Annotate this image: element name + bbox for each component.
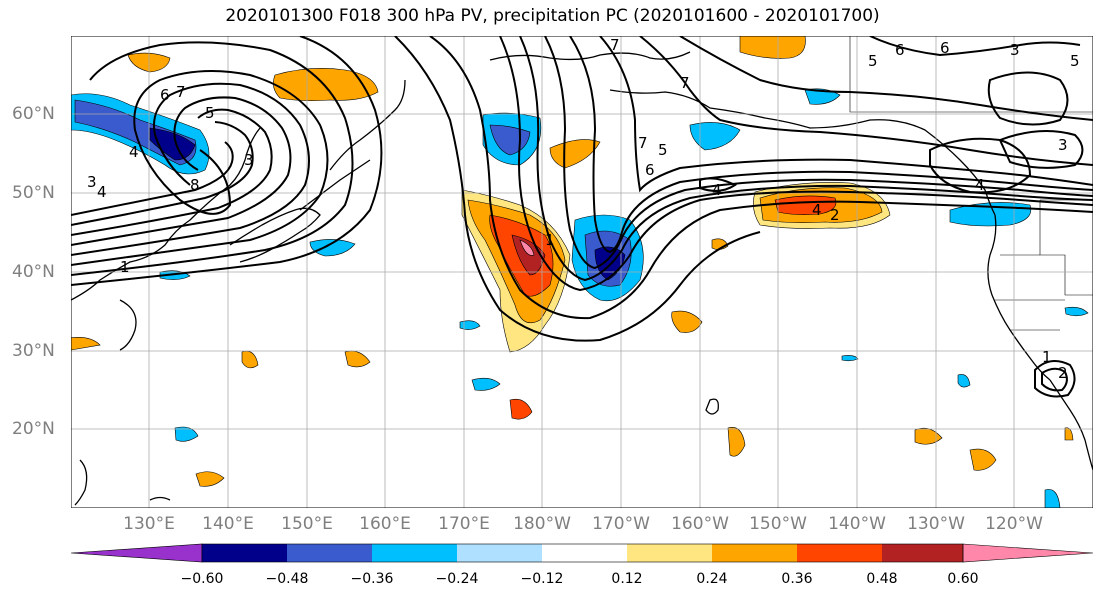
colorbar-tick-label: 0.12 [611, 571, 643, 587]
lon-label: 180°W [513, 514, 571, 534]
contour-label: 4 [97, 183, 107, 201]
colorbar-tick-label: −0.36 [350, 571, 394, 587]
colorbar-bin [457, 544, 542, 562]
colorbar-bin [797, 544, 882, 562]
contour-label: 6 [160, 86, 170, 104]
colorbar-bin [542, 544, 627, 562]
lon-label: 150°W [749, 514, 807, 534]
lon-label: 170°W [592, 514, 650, 534]
contour-label: 3 [87, 173, 97, 191]
contour-label: 5 [868, 52, 878, 70]
colorbar-extend-high [962, 543, 1094, 563]
colorbar-tick-label: −0.24 [435, 571, 479, 587]
contour-label: 5 [1070, 52, 1080, 70]
colorbar-tick-label: 0.36 [781, 571, 813, 587]
contour-label: 6 [940, 39, 950, 57]
contour-label: 4 [712, 181, 722, 199]
contour-label: 7 [638, 134, 648, 152]
contour-label: 1 [120, 258, 130, 276]
lon-label: 140°W [828, 514, 886, 534]
lat-label: 40°N [12, 262, 55, 282]
colorbar-bin [712, 544, 797, 562]
contour-label: 4 [975, 176, 985, 194]
contour-label: 3 [1058, 136, 1068, 154]
lon-label: 150°E [281, 514, 333, 534]
colorbar-bin [882, 544, 963, 562]
contour-label: 5 [205, 104, 215, 122]
contour-label: 6 [895, 41, 905, 59]
colorbar-extend-low [70, 543, 203, 563]
contour-label: 2 [830, 206, 840, 224]
contour-label: 8 [190, 176, 200, 194]
lon-label: 130°W [907, 514, 965, 534]
contour-label: 3 [244, 151, 254, 169]
lat-label: 30°N [12, 341, 55, 361]
contour-label: 6 [645, 161, 655, 179]
colorbar-tick-label: 0.48 [866, 571, 898, 587]
lon-label: 170°E [438, 514, 490, 534]
lat-label: 50°N [12, 183, 55, 203]
contour-label: 7 [610, 36, 620, 54]
lon-label: 130°E [123, 514, 175, 534]
contour-label: 4 [129, 143, 139, 161]
contour-label: 2 [1058, 364, 1068, 382]
lat-label: 60°N [12, 104, 55, 124]
colorbar-tick-label: 0.60 [947, 571, 979, 587]
political-borders [849, 36, 1093, 331]
colorbar [70, 543, 1094, 563]
lon-label: 120°W [985, 514, 1043, 534]
colorbar-tick-label: −0.12 [520, 571, 564, 587]
map-panel: 6 7 5 4 3 8 4 3 1 7 6 5 4 6 3 7 7 6 5 4 … [71, 36, 1093, 508]
contour-label: 5 [658, 141, 668, 159]
lon-label: 160°E [359, 514, 411, 534]
lon-label: 140°E [202, 514, 254, 534]
precip-negative-okhotsk-peak [149, 127, 196, 161]
contour-label: 3 [1010, 41, 1020, 59]
contour-label: 7 [176, 83, 186, 101]
contour-label: 7 [680, 74, 690, 92]
contour-label: 1 [545, 231, 555, 249]
contour-labels: 6 7 5 4 3 8 4 3 1 7 6 5 4 6 3 7 7 6 5 4 … [87, 36, 1080, 382]
colorbar-bin [372, 544, 457, 562]
contour-label: 4 [812, 201, 822, 219]
precip-positive-kamchatka [273, 68, 379, 101]
lat-label: 20°N [12, 419, 55, 439]
colorbar-tick-label: 0.24 [696, 571, 728, 587]
contour-label: 1 [1042, 348, 1052, 366]
coastlines [71, 51, 1093, 506]
colorbar-bin [627, 544, 712, 562]
chart-title: 2020101300 F018 300 hPa PV, precipitatio… [225, 6, 880, 26]
pv-contours [71, 36, 1093, 398]
colorbar-tick-label: −0.48 [265, 571, 309, 587]
colorbar-tick-label: −0.60 [180, 571, 224, 587]
lon-label: 160°W [671, 514, 729, 534]
colorbar-bin [202, 544, 287, 562]
colorbar-bin [287, 544, 372, 562]
